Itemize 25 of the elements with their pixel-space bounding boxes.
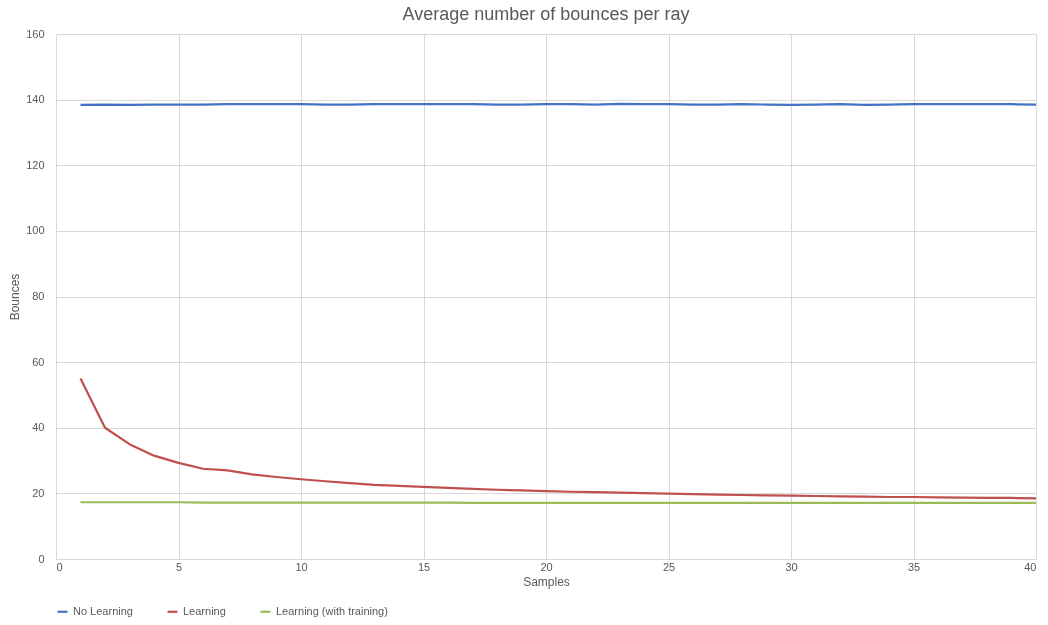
y-tick-label: 100 bbox=[26, 224, 45, 237]
x-tick-label: 0 bbox=[56, 560, 63, 573]
y-tick-label: 20 bbox=[32, 486, 45, 499]
legend-label: Learning bbox=[183, 604, 226, 617]
x-axis-title: Samples bbox=[523, 574, 570, 589]
x-tick-label: 10 bbox=[295, 560, 308, 573]
y-tick-label: 80 bbox=[32, 290, 45, 302]
x-tick-label: 40 bbox=[1024, 560, 1037, 573]
y-tick-label: 40 bbox=[32, 421, 45, 434]
y-tick-label: 60 bbox=[32, 355, 45, 368]
x-tick-label: 5 bbox=[175, 560, 183, 573]
x-tick-label: 25 bbox=[662, 560, 676, 573]
x-tick-label: 35 bbox=[907, 560, 921, 573]
y-tick-label: 140 bbox=[26, 93, 45, 106]
chart-title: Average number of bounces per ray bbox=[402, 4, 690, 24]
y-tick-label: 0 bbox=[38, 552, 45, 565]
x-tick-label: 15 bbox=[417, 560, 431, 573]
line-series bbox=[79, 377, 1038, 500]
x-tick-label: 20 bbox=[540, 560, 553, 573]
x-tick-label: 30 bbox=[785, 560, 798, 573]
legend-label: Learning (with training) bbox=[276, 604, 388, 617]
y-tick-label: 120 bbox=[26, 158, 45, 171]
y-axis-title: Bounces bbox=[8, 273, 23, 321]
legend-label: No Learning bbox=[73, 604, 133, 617]
y-tick-label: 160 bbox=[26, 27, 45, 40]
